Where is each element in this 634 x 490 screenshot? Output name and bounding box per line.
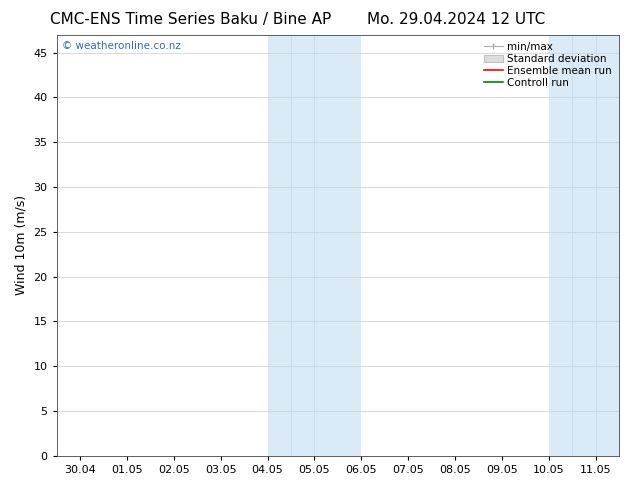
Text: © weatheronline.co.nz: © weatheronline.co.nz <box>62 41 181 51</box>
Bar <box>268 35 361 456</box>
Y-axis label: Wind 10m (m/s): Wind 10m (m/s) <box>15 195 28 295</box>
Bar <box>548 35 619 456</box>
Text: CMC-ENS Time Series Baku / Bine AP: CMC-ENS Time Series Baku / Bine AP <box>49 12 331 27</box>
Text: Mo. 29.04.2024 12 UTC: Mo. 29.04.2024 12 UTC <box>367 12 546 27</box>
Legend: min/max, Standard deviation, Ensemble mean run, Controll run: min/max, Standard deviation, Ensemble me… <box>482 40 614 90</box>
